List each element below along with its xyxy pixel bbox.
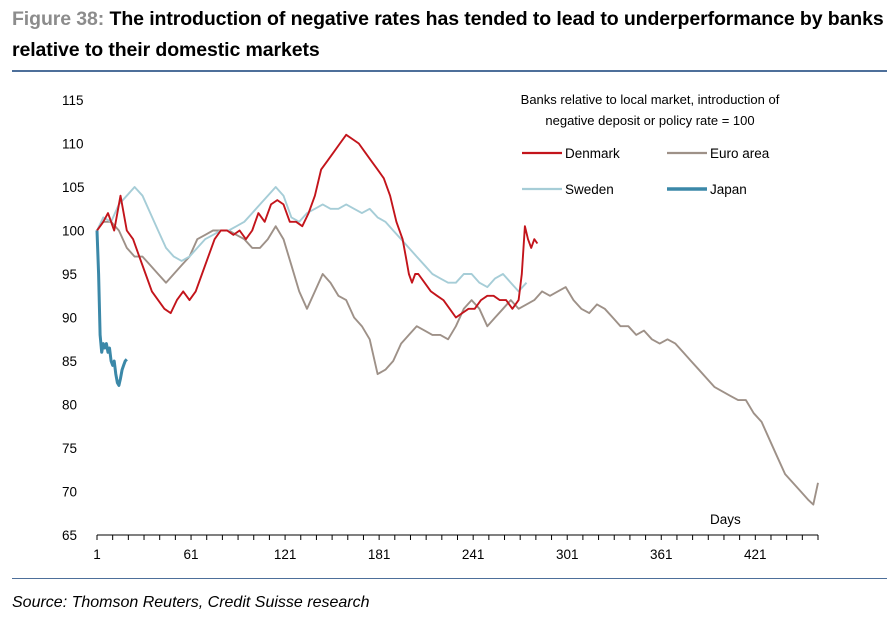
y-tick-label: 100 [62, 224, 85, 239]
x-tick-label: 421 [744, 547, 767, 562]
title-divider [12, 70, 887, 72]
y-axis: 65 70 75 80 85 90 95 100 105 110 115 [62, 93, 85, 543]
x-axis: 1 61 121 181 241 301 361 421 [93, 534, 819, 562]
y-tick-label: 110 [62, 137, 84, 152]
legend-label-sweden: Sweden [565, 182, 614, 197]
legend-label-denmark: Denmark [565, 146, 620, 161]
x-tick-label: 301 [556, 547, 579, 562]
y-tick-label: 90 [62, 311, 77, 326]
x-tick-label: 61 [184, 547, 199, 562]
legend: Banks relative to local market, introduc… [521, 92, 780, 197]
legend-title: negative deposit or policy rate = 100 [545, 113, 754, 128]
x-tick-label: 121 [274, 547, 297, 562]
figure-label: Figure 38: [12, 8, 105, 30]
bottom-divider [12, 578, 887, 579]
x-tick-label: 241 [462, 547, 485, 562]
legend-label-euro-area: Euro area [710, 146, 770, 161]
x-axis-label: Days [710, 512, 741, 527]
legend-label-japan: Japan [710, 182, 747, 197]
source-note: Source: Thomson Reuters, Credit Suisse r… [12, 594, 370, 611]
title-text: The introduction of negative rates has t… [12, 8, 884, 61]
y-tick-label: 80 [62, 398, 77, 413]
chart-title: Figure 38: The introduction of negative … [12, 4, 887, 66]
x-tick-label: 181 [368, 547, 391, 562]
y-tick-label: 85 [62, 354, 77, 369]
y-tick-label: 95 [62, 267, 77, 282]
y-tick-label: 70 [62, 485, 77, 500]
y-tick-label: 105 [62, 180, 85, 195]
series-line-japan [95, 230, 128, 387]
series-line-euro-area [96, 220, 819, 506]
y-tick-label: 65 [62, 528, 77, 543]
y-tick-label: 75 [62, 441, 77, 456]
series-lines [95, 133, 819, 506]
y-tick-label: 115 [62, 93, 84, 108]
series-line-sweden [96, 186, 528, 293]
series-line-denmark [96, 133, 539, 319]
legend-title: Banks relative to local market, introduc… [521, 92, 780, 107]
x-tick-label: 361 [650, 547, 673, 562]
x-tick-label: 1 [93, 547, 101, 562]
